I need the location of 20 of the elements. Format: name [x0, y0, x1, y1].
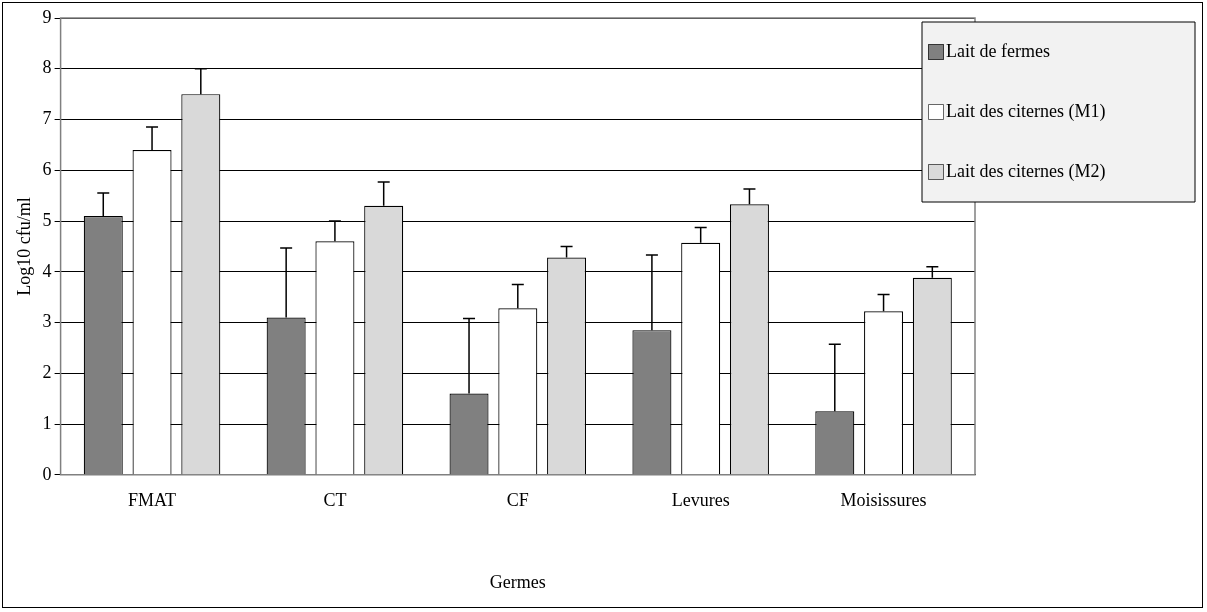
x-axis-title: Germes: [489, 571, 546, 592]
y-tick-label: 4: [42, 260, 52, 281]
y-tick-label: 7: [42, 108, 52, 129]
legend-label: Lait des citernes (M2): [946, 160, 1106, 182]
y-tick-label: 6: [42, 159, 52, 179]
legend-label: Lait de fermes: [946, 40, 1050, 61]
legend-label: Lait des citernes (M1): [946, 100, 1106, 122]
y-axis-title: Log10 cfu/ml: [13, 197, 34, 296]
y-tick-label: 1: [42, 412, 52, 433]
y-tick-label: 0: [42, 463, 52, 484]
y-tick-label: 9: [42, 6, 52, 27]
x-tick-label: FMAT: [128, 490, 177, 511]
x-tick-label: Moisissures: [840, 490, 927, 511]
x-tick-label: CT: [323, 490, 347, 511]
x-tick-label: Levures: [671, 490, 730, 511]
y-tick-label: 3: [42, 311, 52, 332]
y-tick-label: 8: [42, 57, 52, 78]
x-tick-label: CF: [506, 490, 529, 511]
y-tick-label: 2: [42, 362, 52, 383]
y-tick-label: 5: [42, 209, 52, 230]
